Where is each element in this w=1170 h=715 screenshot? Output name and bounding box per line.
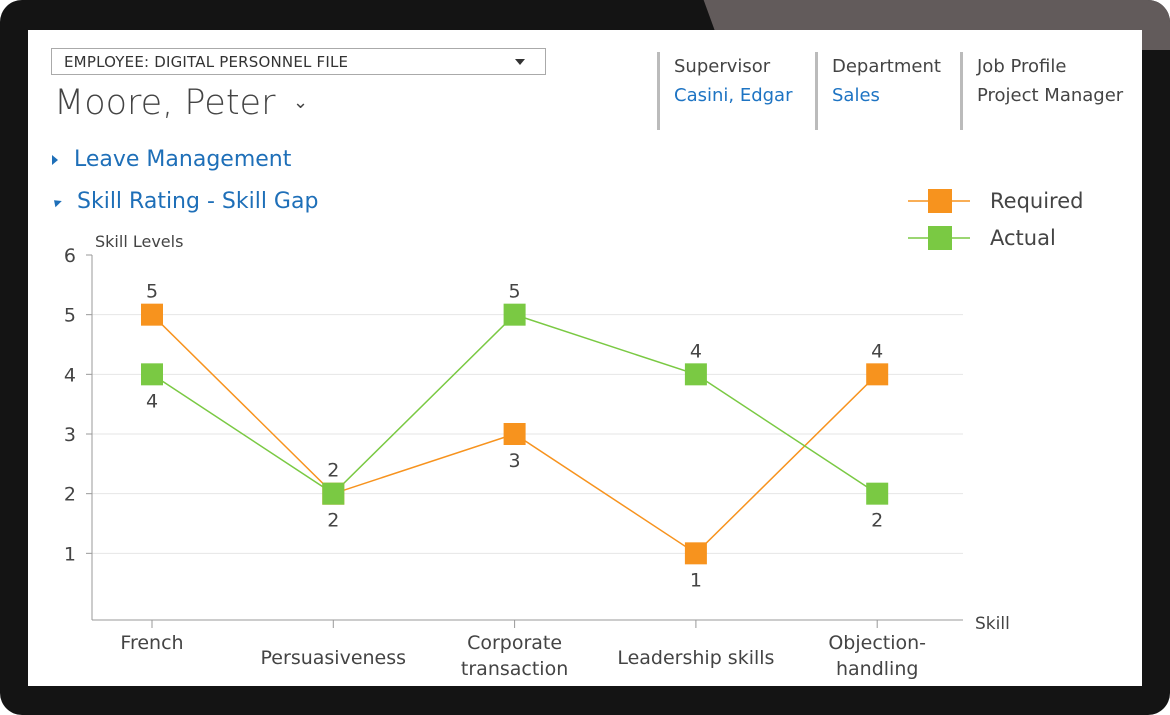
data-point-actual [866, 482, 889, 505]
data-label: 2 [871, 510, 883, 532]
legend-label: Actual [990, 226, 1056, 250]
dropdown-arrow-icon [515, 59, 525, 65]
legend-marker [928, 189, 952, 213]
legend-label: Required [990, 189, 1083, 213]
y-tick-label: 4 [64, 364, 76, 386]
supervisor-label: Supervisor [674, 56, 771, 77]
data-point-required [503, 423, 526, 445]
section-skill-rating[interactable]: Skill Rating - Skill Gap [51, 189, 319, 214]
x-tick-label: handling [836, 658, 918, 680]
data-label: 4 [871, 340, 883, 362]
section-leave-management[interactable]: Leave Management [52, 147, 291, 172]
y-tick-label: 3 [64, 424, 76, 446]
data-label: 2 [327, 460, 339, 482]
data-point-required [141, 303, 163, 326]
department-link[interactable]: Sales [832, 85, 880, 106]
data-label: 4 [690, 340, 702, 362]
data-point-required [866, 363, 889, 386]
x-tick-label: Corporate [467, 632, 562, 654]
data-label: 2 [327, 510, 339, 532]
department-info: Department Sales [815, 52, 941, 130]
x-tick-label: Leadership skills [617, 647, 774, 669]
x-axis-title: Skill [975, 614, 1010, 634]
data-point-required [684, 542, 707, 565]
legend-marker [928, 226, 952, 250]
data-label: 5 [146, 281, 158, 303]
x-tick-label: transaction [461, 658, 568, 680]
employee-name: Moore, Peter [54, 83, 276, 123]
section-title: Skill Rating - Skill Gap [77, 189, 319, 214]
chevron-down-icon[interactable]: ⌄ [293, 92, 309, 113]
supervisor-info: Supervisor Casini, Edgar [657, 52, 793, 130]
job-profile-info: Job Profile Project Manager [960, 52, 1123, 130]
y-tick-label: 6 [64, 245, 76, 267]
data-point-actual [322, 482, 345, 505]
section-title: Leave Management [74, 147, 292, 172]
data-label: 5 [509, 281, 521, 303]
data-point-actual [141, 363, 163, 386]
form-select-value: EMPLOYEE: DIGITAL PERSONNEL FILE [64, 53, 349, 71]
data-label: 1 [690, 569, 702, 591]
y-tick-label: 2 [64, 484, 76, 506]
y-tick-label: 1 [64, 543, 76, 565]
data-label: 4 [146, 390, 158, 412]
supervisor-link[interactable]: Casini, Edgar [674, 85, 793, 106]
expand-icon [52, 154, 58, 165]
x-tick-label: Persuasiveness [261, 647, 407, 669]
job-profile-value: Project Manager [977, 85, 1124, 106]
data-point-actual [684, 363, 707, 386]
screen: EMPLOYEE: DIGITAL PERSONNEL FILE Moore, … [28, 30, 1142, 686]
job-profile-label: Job Profile [977, 56, 1067, 77]
y-axis-title: Skill Levels [95, 232, 183, 251]
data-label: 3 [509, 450, 521, 472]
form-select[interactable]: EMPLOYEE: DIGITAL PERSONNEL FILE [51, 48, 546, 75]
data-point-actual [503, 303, 526, 326]
department-label: Department [832, 56, 941, 77]
x-tick-label: French [120, 632, 183, 654]
y-tick-label: 5 [64, 305, 76, 327]
x-tick-label: Objection- [828, 632, 926, 654]
